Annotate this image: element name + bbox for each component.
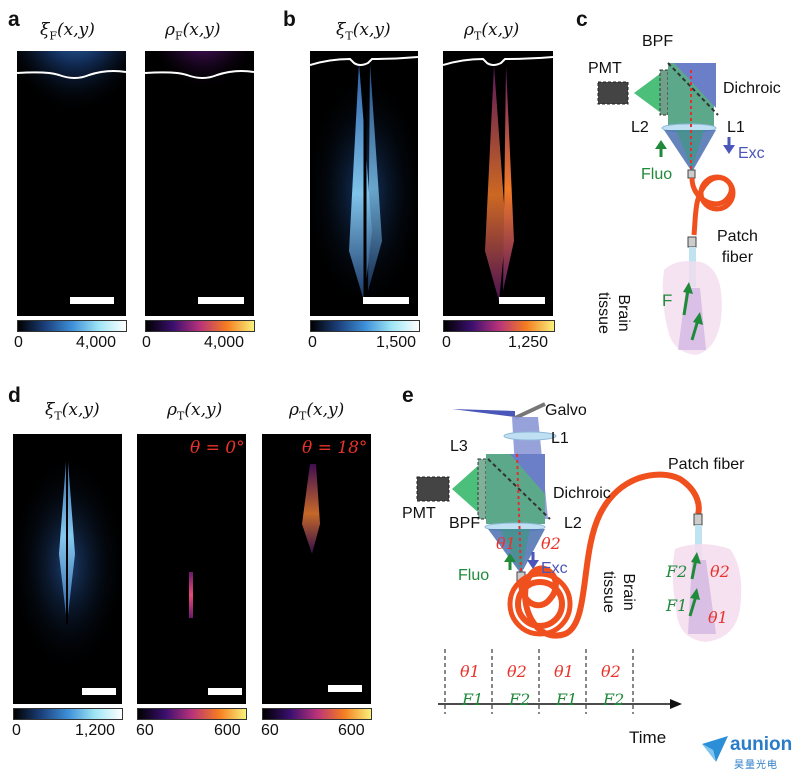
colorbar-max: 1,500 (376, 334, 417, 351)
timeline-f: F2 (603, 690, 625, 709)
scale-bar (198, 297, 244, 304)
panel-a-left-image (17, 51, 126, 316)
exc-label: Exc (738, 145, 765, 162)
f2-label: F2 (666, 562, 688, 581)
panel-a-left-title: ξF(x,y) (40, 20, 95, 43)
f1-label: F1 (666, 596, 688, 615)
patch-fiber-label: Patch fiber (668, 456, 745, 473)
timeline-theta: θ1 (460, 662, 480, 681)
colorbar-min: 60 (261, 722, 279, 739)
panel-d-image-3 (262, 434, 371, 704)
colorbar-min: 0 (308, 334, 317, 351)
panel-e-label: e (402, 384, 414, 407)
panel-b-right-title: ρT(x,y) (464, 20, 520, 43)
colorbar-inferno (137, 708, 247, 720)
patch-fiber-label: Patch fiber (717, 228, 758, 266)
colorbar-max: 4,000 (204, 334, 245, 351)
panel-c-label: c (576, 8, 588, 31)
f-label: F (662, 291, 673, 310)
theta1-label: θ1 (708, 608, 728, 627)
dichroic-label: Dichroic (723, 80, 781, 97)
colorbar-max: 1,200 (75, 722, 116, 739)
theta2-label: θ2 (710, 562, 730, 581)
theta1-label: θ1 (496, 534, 516, 553)
galvo-label: Galvo (545, 402, 587, 419)
scale-bar (363, 297, 409, 304)
colorbar-max: 4,000 (76, 334, 117, 351)
panel-a-right-title: ρF(x,y) (165, 20, 221, 43)
panel-a-right-image (145, 51, 254, 316)
theta2-label: θ2 (541, 534, 561, 553)
panel-d-image-1 (13, 434, 122, 704)
scale-bar (208, 688, 242, 695)
dichroic-label: Dichroic (553, 485, 611, 502)
colorbar-min: 0 (142, 334, 151, 351)
logo-subtitle: 昊量光电 (734, 760, 778, 771)
timeline-f: F2 (509, 690, 531, 709)
l2-label: L2 (564, 515, 582, 532)
logo-name: aunion (730, 734, 793, 755)
fluo-label: Fluo (641, 166, 673, 183)
pmt-label: PMT (402, 505, 436, 522)
logo: aunion 昊量光电 (700, 732, 800, 771)
panel-b-right-image (443, 51, 553, 316)
panel-d-title-3: ρT(x,y) (289, 400, 345, 423)
panel-c-schematic (597, 62, 736, 355)
colorbar-inferno (262, 708, 372, 720)
colorbar-blue (310, 320, 420, 332)
exc-label: Exc (541, 560, 568, 577)
panel-d-title-2: ρT(x,y) (167, 400, 223, 423)
time-axis-label: Time (629, 728, 667, 747)
colorbar-blue (17, 320, 127, 332)
timeline-theta: θ2 (601, 662, 621, 681)
panel-d-image-2 (137, 434, 246, 704)
l3-label: L3 (450, 438, 468, 455)
angle-label: θ = 18° (302, 438, 368, 458)
logo-icon (702, 736, 728, 762)
colorbar-inferno (443, 320, 555, 332)
bpf-label: BPF (642, 33, 674, 50)
l1-label: L1 (727, 119, 745, 136)
colorbar-inferno (145, 320, 255, 332)
colorbar-max: 1,250 (508, 334, 549, 351)
scale-bar (82, 688, 116, 695)
bpf-label: BPF (449, 515, 481, 532)
brain-tissue-label: Brain tissue (599, 571, 637, 613)
panel-b-left-image (310, 51, 418, 316)
panel-d-title-1: ξT(x,y) (45, 400, 100, 423)
panel-e-schematic (416, 402, 742, 714)
brain-tissue-label: Brain tissue (594, 292, 632, 334)
colorbar-min: 0 (14, 334, 23, 351)
timeline-theta: θ1 (554, 662, 574, 681)
timeline-f: F1 (462, 690, 484, 709)
colorbar-blue (13, 708, 123, 720)
pmt-icon (597, 81, 629, 105)
panel-a-label: a (8, 8, 20, 31)
l2-label: L2 (631, 119, 649, 136)
angle-label: θ = 0° (190, 438, 245, 458)
colorbar-min: 0 (12, 722, 21, 739)
timeline-theta: θ2 (507, 662, 527, 681)
pmt-icon (416, 476, 450, 502)
panel-d-label: d (8, 384, 21, 407)
l1-label: L1 (551, 430, 569, 447)
scale-bar (70, 297, 114, 304)
pmt-label: PMT (588, 60, 622, 77)
fluo-label: Fluo (458, 567, 490, 584)
panel-b-label: b (283, 8, 296, 31)
colorbar-min: 60 (136, 722, 154, 739)
panel-b-left-title: ξT(x,y) (336, 20, 391, 43)
scale-bar (499, 297, 545, 304)
timeline-f: F1 (556, 690, 578, 709)
scale-bar (328, 685, 362, 692)
colorbar-max: 600 (338, 722, 365, 739)
colorbar-min: 0 (442, 334, 451, 351)
colorbar-max: 600 (214, 722, 241, 739)
